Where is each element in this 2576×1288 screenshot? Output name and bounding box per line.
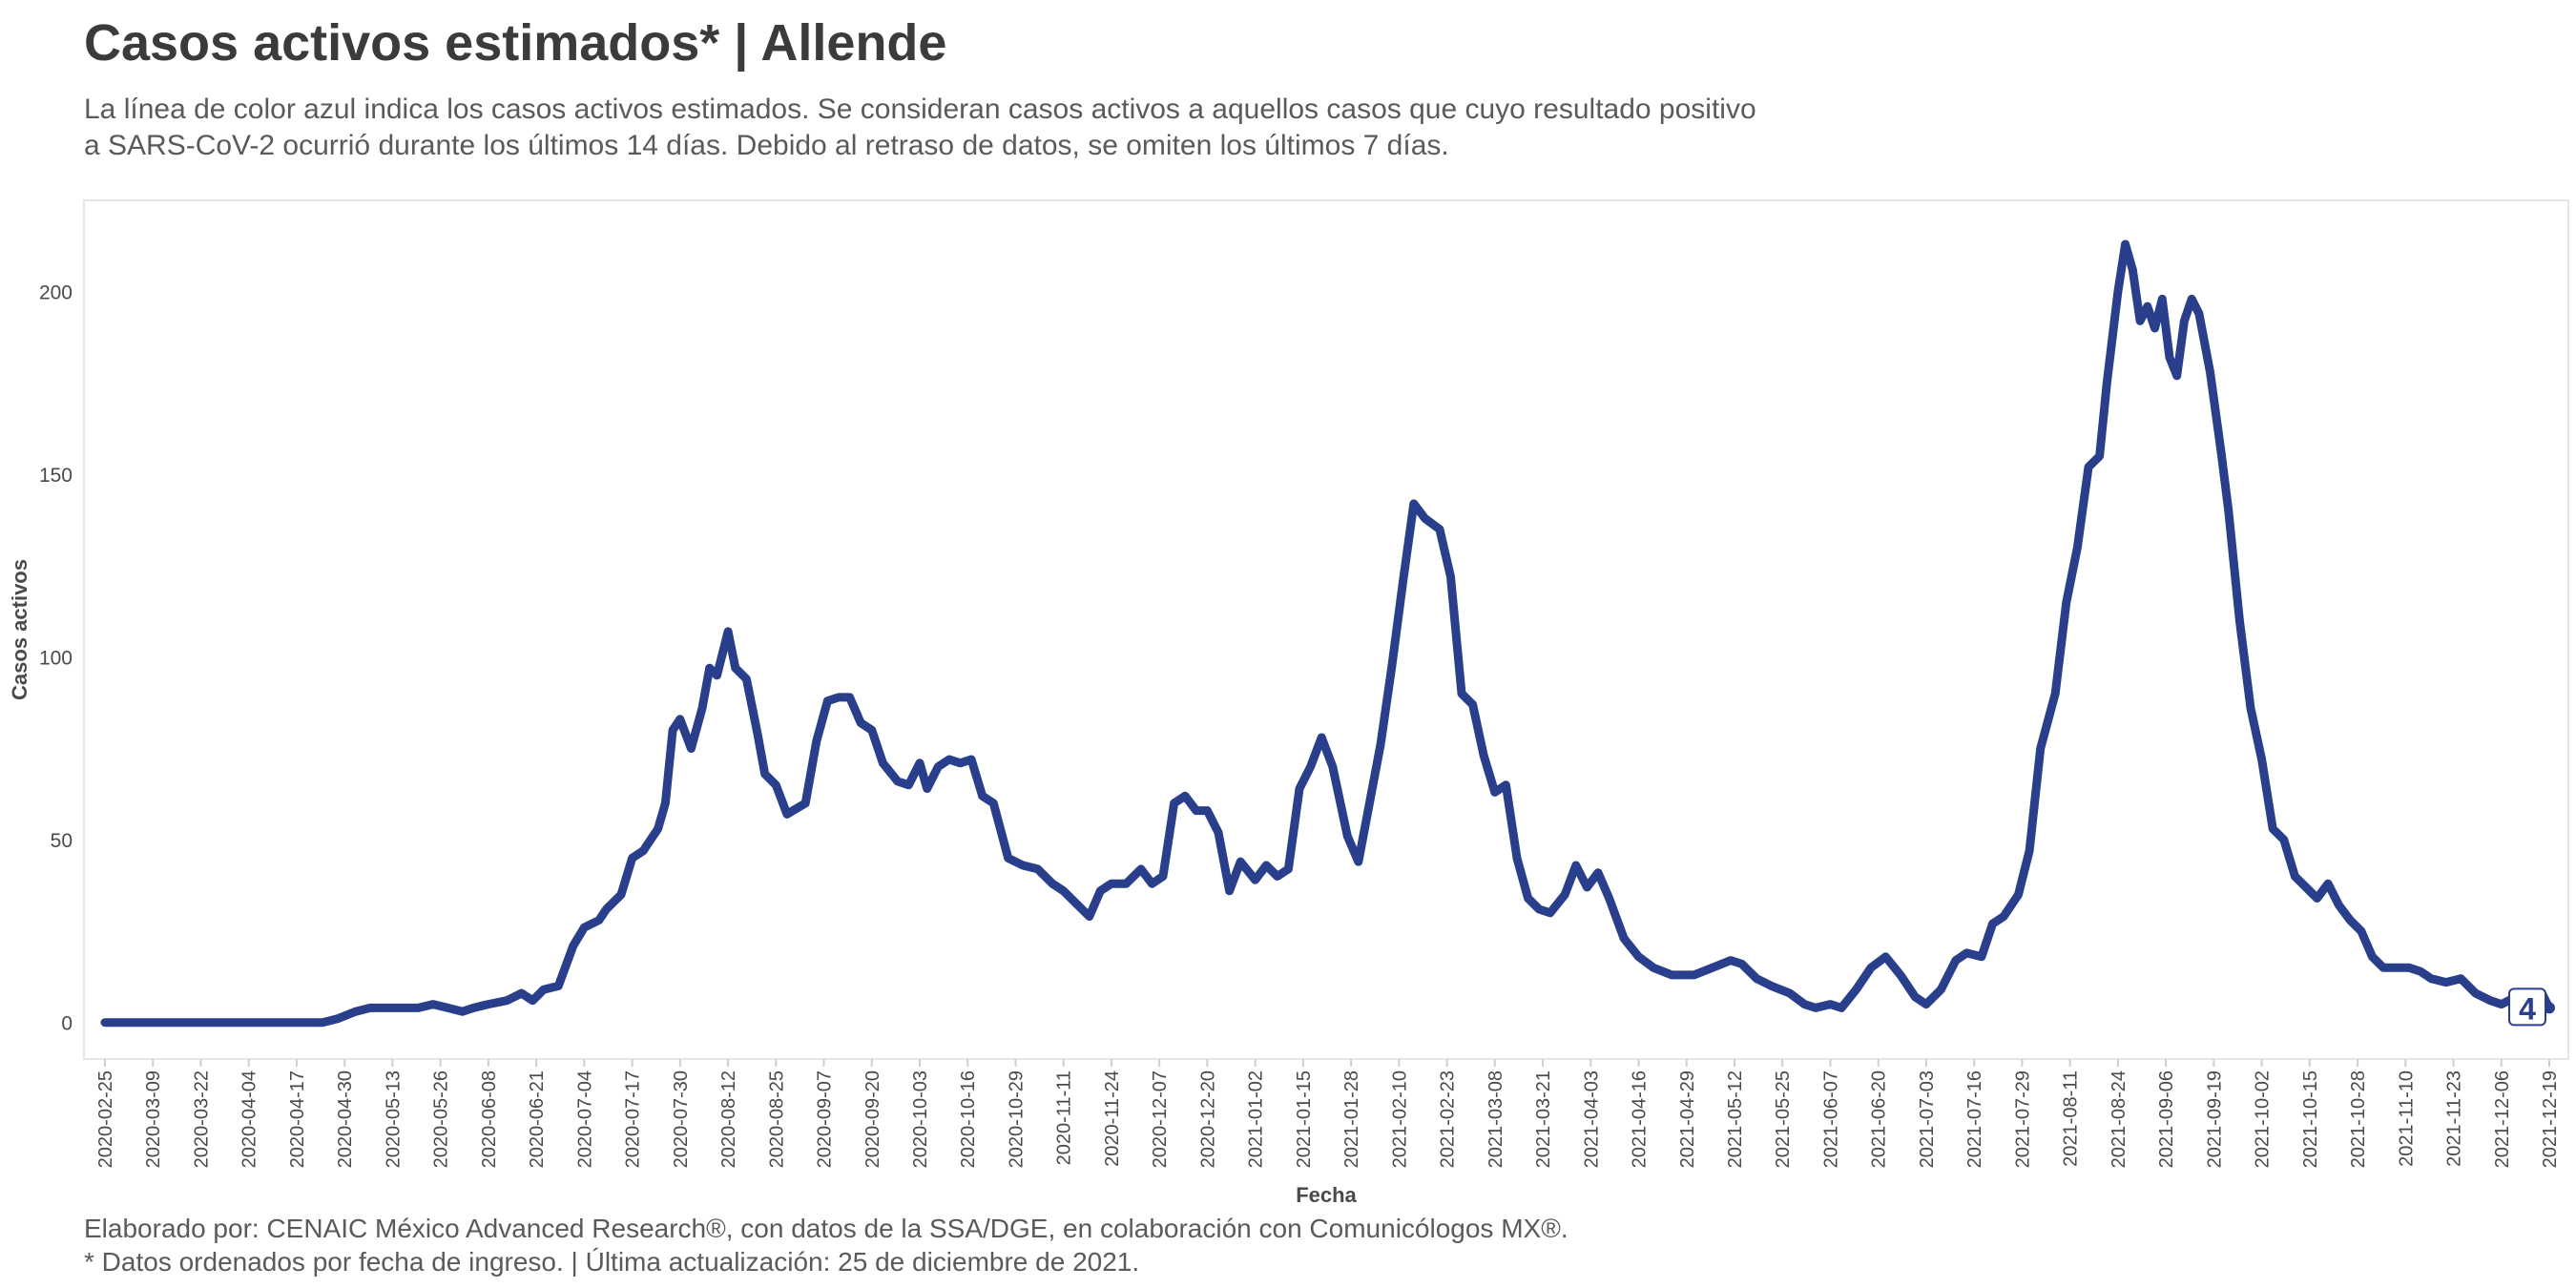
caption-line-1: Elaborado por: CENAIC México Advanced Re… <box>84 1214 1568 1243</box>
subtitle-line-2: a SARS-CoV-2 ocurrió durante los últimos… <box>84 130 1449 161</box>
x-axis: 2020-02-25 2020-03-09 2020-03-22 2020-04-04… <box>95 1059 2561 1168</box>
x-tick-label: 2021-01-28 <box>1341 1070 1362 1168</box>
x-tick-label: 2020-10-29 <box>1006 1070 1027 1168</box>
x-tick-label: 2020-08-25 <box>766 1070 787 1168</box>
y-tick-label: 50 <box>51 830 73 852</box>
x-axis-title: Fecha <box>1296 1183 1357 1207</box>
y-tick-label: 150 <box>39 465 73 487</box>
end-marker: 4 <box>2508 987 2555 1027</box>
x-tick-label: 2020-06-21 <box>527 1070 548 1168</box>
x-tick-label: 2021-04-03 <box>1581 1070 1602 1168</box>
subtitle-line-1: La línea de color azul indica los casos … <box>84 93 1756 125</box>
x-tick-label: 2021-02-23 <box>1438 1070 1459 1168</box>
x-tick-label: 2021-10-28 <box>2348 1070 2369 1168</box>
x-tick-label: 2021-09-19 <box>2204 1070 2225 1168</box>
end-label: 4 <box>2519 991 2536 1026</box>
x-tick-label: 2021-11-10 <box>2396 1070 2417 1167</box>
x-tick-label: 2021-04-29 <box>1677 1070 1698 1168</box>
x-tick-label: 2020-07-04 <box>574 1070 595 1168</box>
x-tick-label: 2020-05-13 <box>383 1070 404 1168</box>
caption-line-2: * Datos ordenados por fecha de ingreso. … <box>84 1247 1140 1277</box>
x-tick-label: 2021-04-16 <box>1630 1070 1651 1168</box>
x-tick-label: 2020-11-11 <box>1054 1070 1075 1165</box>
x-tick-label: 2021-03-08 <box>1485 1070 1506 1168</box>
x-tick-label: 2020-10-16 <box>958 1070 979 1168</box>
end-label-box <box>2508 987 2546 1027</box>
x-tick-label: 2020-07-17 <box>623 1070 644 1168</box>
y-tick-label: 100 <box>39 648 73 670</box>
x-tick-label: 2020-09-07 <box>815 1070 836 1168</box>
chart-caption: Elaborado por: CENAIC México Advanced Re… <box>84 1212 1568 1278</box>
x-tick-label: 2021-05-12 <box>1725 1070 1746 1168</box>
x-tick-label: 2020-04-04 <box>239 1070 260 1168</box>
x-tick-label: 2021-07-16 <box>1964 1070 1985 1168</box>
x-tick-label: 2020-05-26 <box>431 1070 452 1168</box>
x-tick-label: 2020-03-22 <box>191 1070 212 1168</box>
x-tick-label: 2021-01-15 <box>1294 1070 1315 1168</box>
x-tick-label: 2020-11-24 <box>1102 1070 1123 1167</box>
x-tick-label: 2021-03-21 <box>1533 1070 1554 1168</box>
x-tick-label: 2021-11-23 <box>2444 1070 2465 1167</box>
x-tick-label: 2020-12-07 <box>1150 1070 1171 1168</box>
x-tick-label: 2021-02-10 <box>1389 1070 1410 1168</box>
y-tick-label: 200 <box>39 282 73 304</box>
x-tick-label: 2020-07-30 <box>671 1070 692 1168</box>
x-tick-label: 2021-09-06 <box>2156 1070 2177 1168</box>
x-tick-label: 2021-10-15 <box>2300 1070 2321 1168</box>
x-tick-label: 2021-06-07 <box>1820 1070 1841 1168</box>
x-tick-label: 2021-07-03 <box>1917 1070 1938 1168</box>
x-tick-label: 2021-01-02 <box>1246 1070 1267 1168</box>
x-tick-label: 2021-07-29 <box>2012 1070 2033 1168</box>
x-tick-label: 2020-06-08 <box>479 1070 500 1168</box>
x-tick-label: 2020-08-12 <box>718 1070 739 1168</box>
x-tick-label: 2021-12-06 <box>2492 1070 2513 1168</box>
x-tick-label: 2020-09-20 <box>862 1070 883 1168</box>
x-tick-label: 2021-08-11 <box>2061 1070 2082 1167</box>
chart-subtitle: La línea de color azul indica los casos … <box>84 92 1897 164</box>
x-tick-label: 2021-05-25 <box>1773 1070 1794 1168</box>
x-tick-label: 2020-04-30 <box>335 1070 356 1168</box>
y-axis: 0 50 100 150 200 <box>39 282 73 1035</box>
x-tick-label: 2020-12-20 <box>1197 1070 1218 1168</box>
x-tick-label: 2021-06-20 <box>1869 1070 1890 1168</box>
x-tick-label: 2021-08-24 <box>2109 1070 2129 1168</box>
chart-title: Casos activos estimados* | Allende <box>84 14 947 72</box>
y-tick-label: 0 <box>61 1013 73 1035</box>
x-tick-label: 2020-03-09 <box>143 1070 164 1168</box>
x-tick-label: 2020-10-03 <box>910 1070 931 1168</box>
series-line <box>100 239 2554 1028</box>
x-tick-label: 2020-04-17 <box>287 1070 308 1168</box>
x-tick-label: 2020-02-25 <box>95 1070 116 1168</box>
line-chart: 0 50 100 150 200 2020-02-25 2020-03-09 2020-03… <box>8 199 2569 1207</box>
y-axis-title: Casos activos <box>8 559 31 700</box>
x-tick-label: 2021-10-02 <box>2253 1070 2274 1168</box>
plot-panel <box>83 199 2569 1060</box>
x-tick-label: 2021-12-19 <box>2540 1070 2561 1168</box>
